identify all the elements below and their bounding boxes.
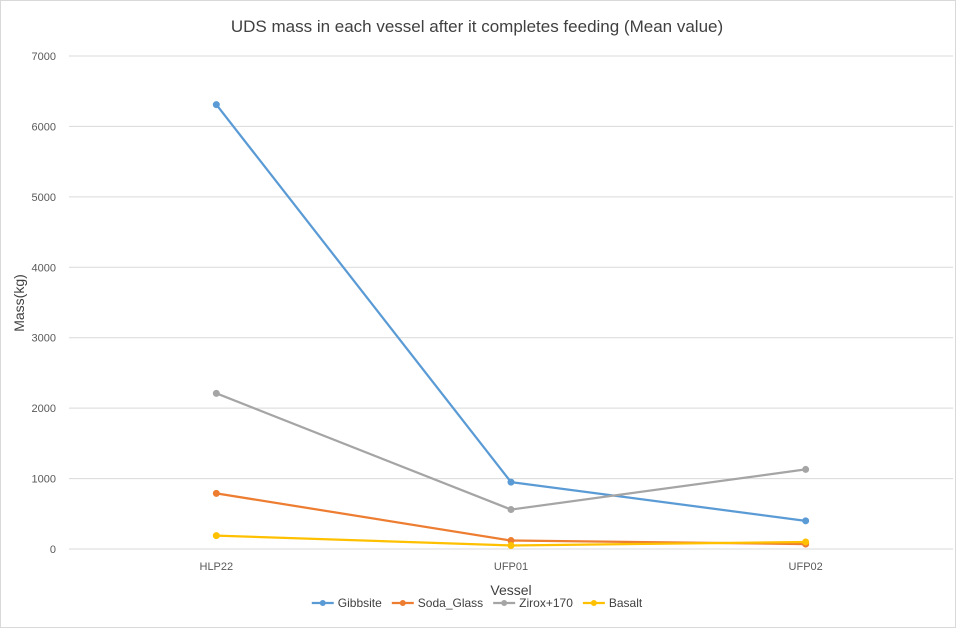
legend-swatch-marker xyxy=(590,600,597,606)
series-line-gibbsite xyxy=(215,103,807,522)
y-tick-label: 3000 xyxy=(32,333,56,345)
legend-swatch-marker xyxy=(319,600,326,606)
data-point-zirox-170-hlp22 xyxy=(212,389,220,397)
series-layer xyxy=(212,101,810,549)
data-point-basalt-ufp02 xyxy=(802,538,810,546)
series-zirox-170 xyxy=(212,389,810,514)
x-axis-title: Vessel xyxy=(490,582,531,598)
data-point-zirox-170-ufp02 xyxy=(802,465,810,473)
x-tick-label-ufp02: UFP02 xyxy=(789,561,823,573)
y-tick-label: 4000 xyxy=(32,262,56,274)
series-line-zirox-170 xyxy=(215,392,807,511)
data-point-gibbsite-hlp22 xyxy=(212,101,220,109)
data-point-basalt-ufp01 xyxy=(507,541,515,549)
legend-item-zirox-170: Zirox+170 xyxy=(493,596,573,610)
legend-item-soda-glass: Soda_Glass xyxy=(391,596,483,610)
data-point-zirox-170-ufp01 xyxy=(507,506,515,514)
data-point-basalt-hlp22 xyxy=(212,532,220,540)
y-tick-label: 7000 xyxy=(32,51,56,63)
y-tick-label: 5000 xyxy=(32,192,56,204)
data-point-gibbsite-ufp02 xyxy=(802,517,810,525)
data-point-gibbsite-ufp01 xyxy=(507,478,515,486)
series-basalt xyxy=(212,532,810,549)
series-line-soda-glass xyxy=(215,492,807,546)
legend-label: Zirox+170 xyxy=(519,596,573,610)
legend-item-basalt: Basalt xyxy=(582,596,643,610)
legend-item-gibbsite: Gibbsite xyxy=(311,596,382,610)
legend-label: Soda_Glass xyxy=(418,596,483,610)
y-tick-label: 0 xyxy=(50,544,56,556)
y-axis-tick-labels: 0 1000 2000 3000 4000 5000 6000 7000 xyxy=(32,51,56,556)
series-gibbsite xyxy=(212,101,810,525)
y-tick-label: 2000 xyxy=(32,403,56,415)
x-tick-label-ufp01: UFP01 xyxy=(494,561,528,573)
y-tick-label: 1000 xyxy=(32,474,56,486)
x-tick-label-hlp22: HLP22 xyxy=(200,561,234,573)
legend-label: Gibbsite xyxy=(338,596,382,610)
chart-title: UDS mass in each vessel after it complet… xyxy=(231,17,723,36)
gridlines xyxy=(69,55,953,550)
legend-label: Basalt xyxy=(609,596,643,610)
data-point-soda-glass-hlp22 xyxy=(212,489,220,497)
legend-swatch-marker xyxy=(501,600,508,606)
legend: Gibbsite Soda_Glass Zirox+170 Basalt xyxy=(311,596,643,610)
y-tick-label: 6000 xyxy=(32,121,56,133)
y-axis-title: Mass(kg) xyxy=(11,274,27,332)
legend-swatch-marker xyxy=(399,600,406,606)
x-axis-tick-labels: HLP22 UFP01 UFP02 xyxy=(200,561,823,573)
